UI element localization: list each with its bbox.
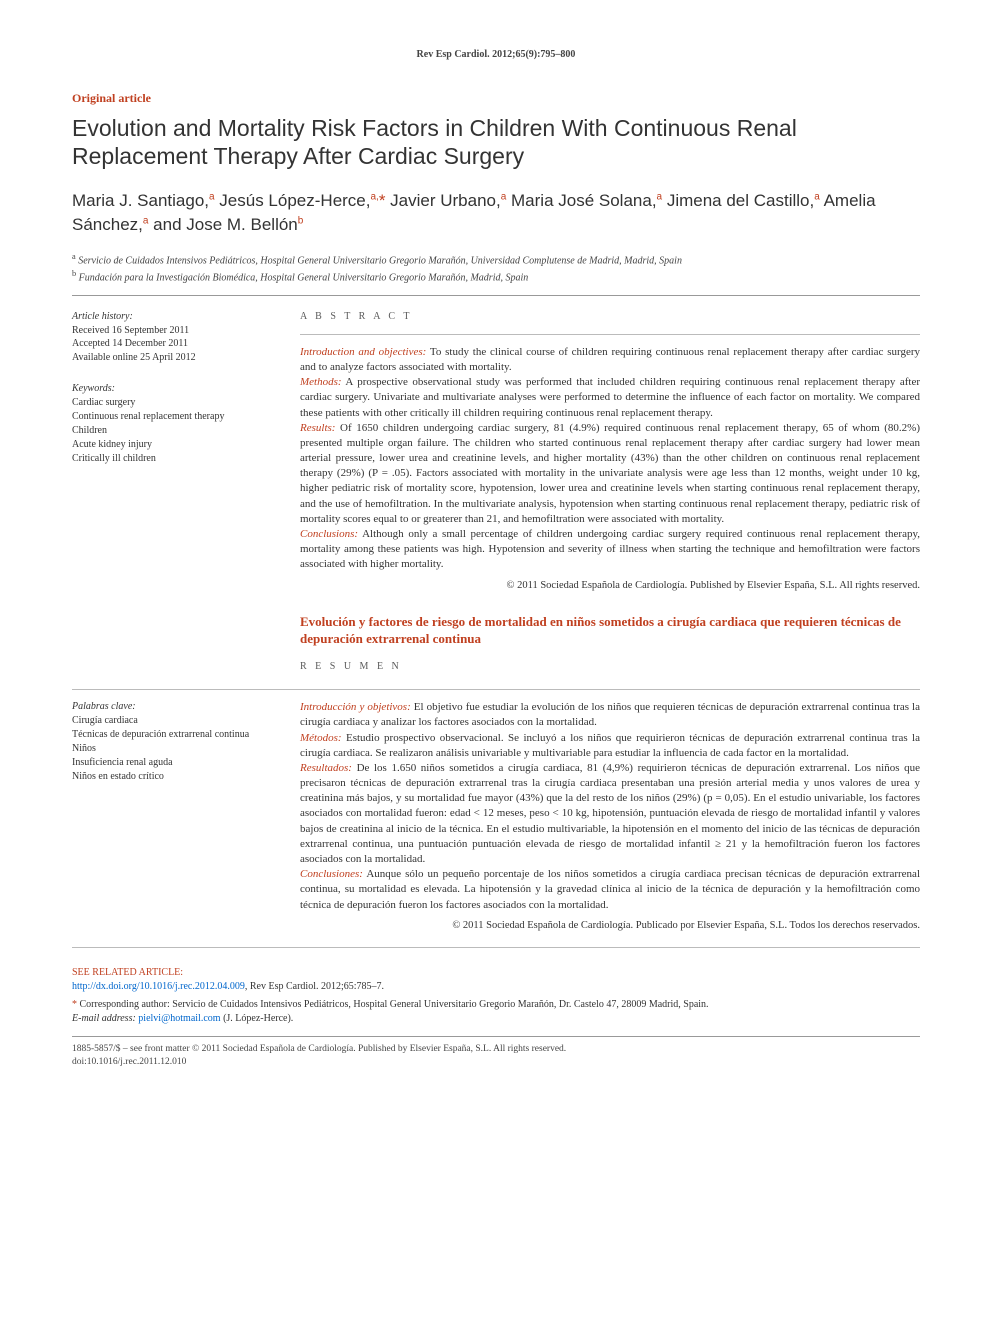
article-type-label: Original article — [72, 90, 920, 106]
copyright-en: © 2011 Sociedad Española de Cardiología.… — [300, 579, 920, 593]
article-history: Article history: Received 16 September 2… — [72, 310, 272, 364]
related-doi-link[interactable]: http://dx.doi.org/10.1016/j.rec.2012.04.… — [72, 981, 245, 992]
keywords-es-label: Palabras clave: — [72, 700, 272, 714]
section-runin: Resultados: — [300, 762, 352, 774]
keyword-item: Insuficiencia renal aguda — [72, 756, 272, 770]
keyword-item: Cardiac surgery — [72, 396, 272, 410]
email-label: E-mail address: — [72, 1013, 136, 1024]
section-runin: Results: — [300, 422, 335, 434]
keyword-item: Children — [72, 424, 272, 438]
divider — [72, 1036, 920, 1037]
affiliation-line: a Servicio de Cuidados Intensivos Pediát… — [72, 251, 920, 268]
section-text: Aunque sólo un pequeño porcentaje de los… — [300, 868, 920, 910]
keyword-item: Acute kidney injury — [72, 438, 272, 452]
keyword-item: Continuous renal replacement therapy — [72, 410, 272, 424]
corresponding-author-name: (J. López-Herce). — [223, 1013, 293, 1024]
abstract-section: Results: Of 1650 children undergoing car… — [300, 421, 920, 527]
related-cite-text: , Rev Esp Cardiol. 2012;65:785–7. — [245, 981, 384, 992]
article-title: Evolution and Mortality Risk Factors in … — [72, 114, 920, 172]
keyword-item: Niños en estado crítico — [72, 770, 272, 784]
section-runin: Conclusiones: — [300, 868, 363, 880]
related-citation: http://dx.doi.org/10.1016/j.rec.2012.04.… — [72, 980, 920, 994]
star-icon: * — [72, 999, 77, 1010]
abstract-heading: A B S T R A C T — [300, 310, 920, 324]
keywords-es: Palabras clave: Cirugía cardiacaTécnicas… — [72, 700, 272, 784]
corresponding-text: Corresponding author: Servicio de Cuidad… — [80, 999, 709, 1010]
section-text: Estudio prospectivo observacional. Se in… — [300, 732, 920, 759]
section-text: A prospective observational study was pe… — [300, 376, 920, 418]
resumen-heading: R E S U M E N — [300, 660, 920, 674]
section-runin: Methods: — [300, 376, 342, 388]
abstract-section: Métodos: Estudio prospectivo observacion… — [300, 731, 920, 761]
divider — [300, 334, 920, 335]
section-text: Although only a small percentage of chil… — [300, 528, 920, 570]
keyword-item: Técnicas de depuración extrarrenal conti… — [72, 728, 272, 742]
keyword-item: Niños — [72, 742, 272, 756]
section-runin: Métodos: — [300, 732, 342, 744]
abstract-section: Conclusions: Although only a small perce… — [300, 527, 920, 573]
section-runin: Conclusions: — [300, 528, 358, 540]
section-text: Of 1650 children undergoing cardiac surg… — [300, 422, 920, 525]
keywords-en-label: Keywords: — [72, 382, 272, 396]
keyword-item: Critically ill children — [72, 452, 272, 466]
spanish-title: Evolución y factores de riesgo de mortal… — [300, 613, 920, 648]
authors-line: Maria J. Santiago,a Jesús López-Herce,a,… — [72, 189, 920, 237]
copyright-es: © 2011 Sociedad Española de Cardiología.… — [300, 919, 920, 933]
abstract-section: Introducción y objetivos: El objetivo fu… — [300, 700, 920, 730]
corresponding-email-line: E-mail address: pielvi@hotmail.com (J. L… — [72, 1012, 920, 1026]
divider — [72, 689, 920, 690]
journal-reference: Rev Esp Cardiol. 2012;65(9):795–800 — [72, 48, 920, 62]
affiliations-block: a Servicio de Cuidados Intensivos Pediát… — [72, 251, 920, 286]
abstract-en-body: Introduction and objectives: To study th… — [300, 345, 920, 573]
front-matter: 1885-5857/$ – see front matter © 2011 So… — [72, 1043, 920, 1069]
history-online: Available online 25 April 2012 — [72, 351, 272, 365]
affiliation-line: b Fundación para la Investigación Bioméd… — [72, 268, 920, 285]
abstract-section: Resultados: De los 1.650 niños sometidos… — [300, 761, 920, 867]
divider — [72, 947, 920, 948]
history-received: Received 16 September 2011 — [72, 324, 272, 338]
abstract-section: Introduction and objectives: To study th… — [300, 345, 920, 375]
abstract-section: Conclusiones: Aunque sólo un pequeño por… — [300, 867, 920, 913]
see-related-label: SEE RELATED ARTICLE: — [72, 966, 920, 980]
corresponding-author: * Corresponding author: Servicio de Cuid… — [72, 998, 920, 1012]
divider — [72, 295, 920, 296]
section-runin: Introduction and objectives: — [300, 346, 426, 358]
section-text: De los 1.650 niños sometidos a cirugía c… — [300, 762, 920, 865]
keywords-en: Keywords: Cardiac surgeryContinuous rena… — [72, 382, 272, 466]
abstract-section: Methods: A prospective observational stu… — [300, 375, 920, 421]
section-runin: Introducción y objetivos: — [300, 701, 411, 713]
abstract-es-body: Introducción y objetivos: El objetivo fu… — [300, 700, 920, 912]
front-matter-doi: doi:10.1016/j.rec.2011.12.010 — [72, 1056, 920, 1069]
front-matter-line1: 1885-5857/$ – see front matter © 2011 So… — [72, 1043, 920, 1056]
history-label: Article history: — [72, 310, 272, 324]
history-accepted: Accepted 14 December 2011 — [72, 337, 272, 351]
email-link[interactable]: pielvi@hotmail.com — [138, 1013, 220, 1024]
keyword-item: Cirugía cardiaca — [72, 714, 272, 728]
